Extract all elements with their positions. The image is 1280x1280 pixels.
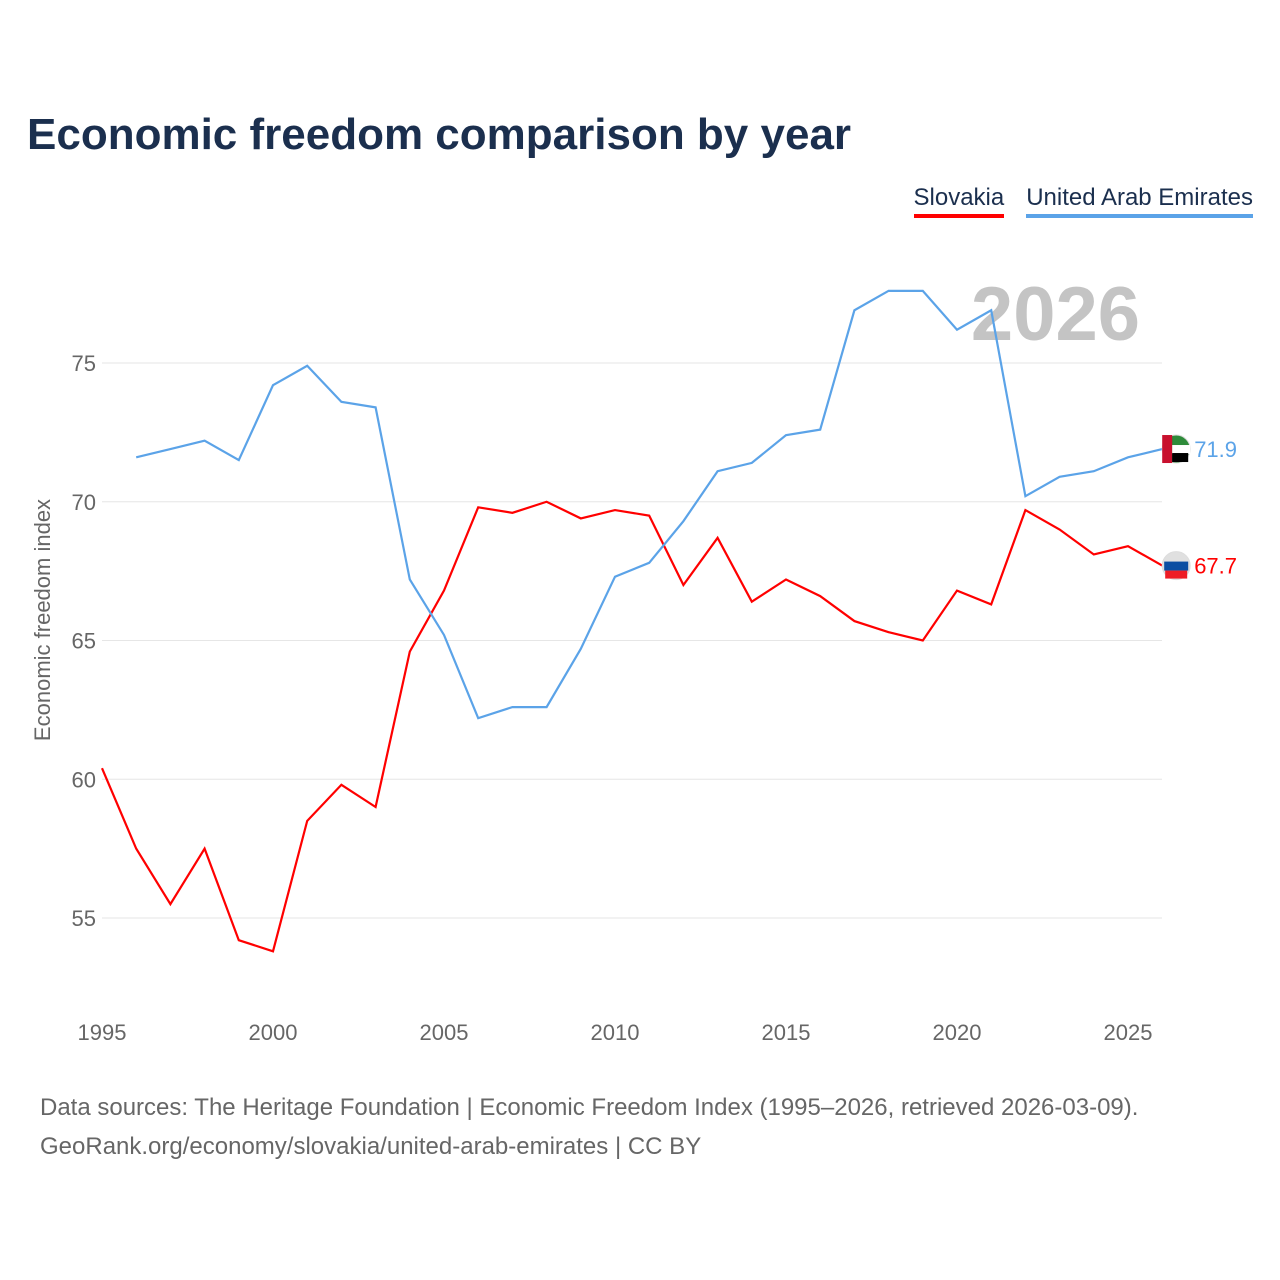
series-line-0 — [100, 500, 1163, 953]
flag-stripe — [1165, 570, 1188, 579]
y-tick-label: 65 — [72, 629, 96, 654]
x-tick-label: 1995 — [78, 1020, 127, 1045]
flag-stripe — [1162, 435, 1173, 464]
legend-uae[interactable]: United Arab Emirates — [1026, 184, 1253, 218]
flag-stripe — [1172, 453, 1189, 463]
y-tick-label: 60 — [72, 767, 96, 792]
chart-title: Economic freedom comparison by year — [27, 110, 852, 159]
flag-stripe — [1172, 445, 1191, 455]
legend: Slovakia United Arab Emirates — [913, 184, 1253, 218]
x-tick-label: 2005 — [420, 1020, 469, 1045]
x-tick-label: 2000 — [249, 1020, 298, 1045]
y-axis-label: Economic freedom index — [30, 499, 55, 741]
end-value-label: 71.9 — [1194, 437, 1237, 462]
legend-slovakia[interactable]: Slovakia — [913, 184, 1005, 218]
y-tick-label: 70 — [72, 490, 96, 515]
y-tick-label: 55 — [72, 906, 96, 931]
x-tick-label: 2020 — [933, 1020, 982, 1045]
x-tick-label: 2015 — [762, 1020, 811, 1045]
x-tick-label: 2010 — [591, 1020, 640, 1045]
source-note: Data sources: The Heritage Foundation | … — [40, 1088, 1138, 1166]
y-tick-label: 75 — [72, 351, 96, 376]
year-watermark: 2026 — [971, 272, 1140, 357]
x-tick-label: 2025 — [1104, 1020, 1153, 1045]
source-line-1: Data sources: The Heritage Foundation | … — [40, 1094, 1139, 1121]
end-value-label: 67.7 — [1194, 554, 1237, 579]
source-line-2[interactable]: GeoRank.org/economy/slovakia/united-arab… — [40, 1133, 702, 1160]
flag-stripe — [1164, 561, 1189, 571]
